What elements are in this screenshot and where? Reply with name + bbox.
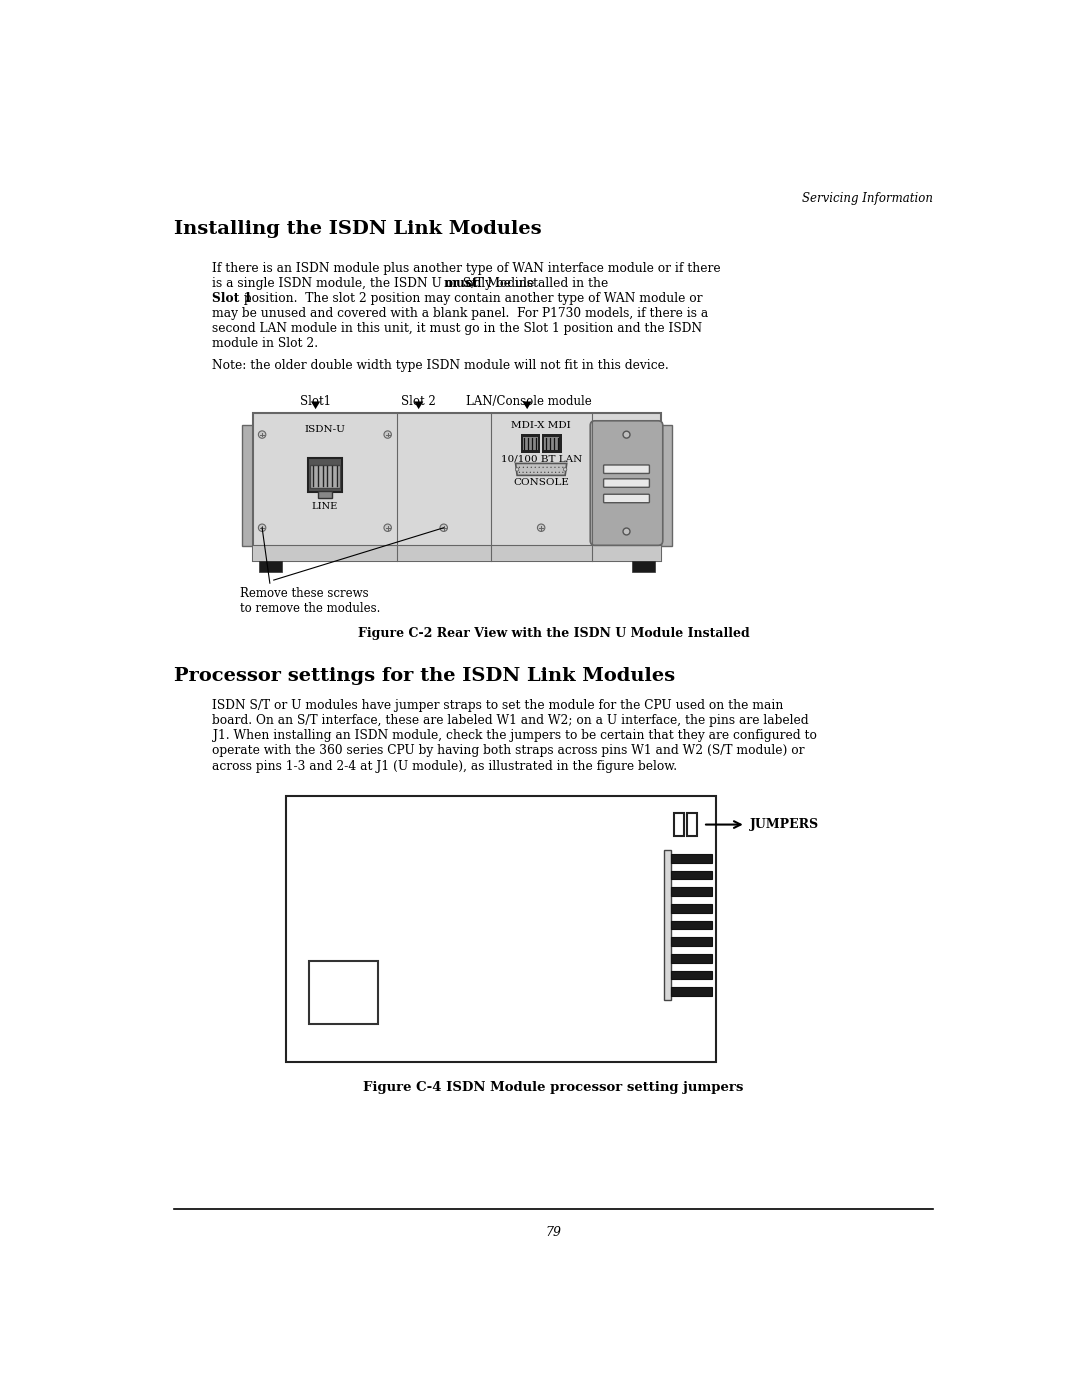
- Circle shape: [258, 430, 266, 439]
- Text: ISDN S/T or U modules have jumper straps to set the module for the CPU used on t: ISDN S/T or U modules have jumper straps…: [213, 700, 784, 712]
- Bar: [544, 437, 559, 450]
- Text: may be unused and covered with a blank panel.  For P1730 models, if there is a: may be unused and covered with a blank p…: [213, 306, 708, 320]
- Bar: [687, 813, 697, 837]
- Text: only be installed in the: only be installed in the: [461, 277, 608, 289]
- Text: is a single ISDN module, the ISDN U or S/T Module: is a single ISDN module, the ISDN U or S…: [213, 277, 539, 289]
- Text: must: must: [443, 277, 477, 289]
- Bar: [309, 961, 378, 1024]
- Text: 10/100 BT LAN: 10/100 BT LAN: [500, 454, 582, 464]
- Text: Slot1: Slot1: [300, 395, 332, 408]
- Text: J1. When installing an ISDN module, check the jumpers to be certain that they ar: J1. When installing an ISDN module, chec…: [213, 729, 816, 742]
- Text: across pins 1-3 and 2-4 at J1 (U module), as illustrated in the figure below.: across pins 1-3 and 2-4 at J1 (U module)…: [213, 760, 677, 773]
- Text: Slot 2: Slot 2: [402, 395, 436, 408]
- Bar: [523, 437, 538, 450]
- FancyBboxPatch shape: [604, 479, 649, 488]
- Text: second LAN module in this unit, it must go in the Slot 1 position and the ISDN: second LAN module in this unit, it must …: [213, 321, 703, 335]
- Bar: [672, 988, 712, 996]
- Circle shape: [623, 528, 630, 535]
- Text: Remove these screws
to remove the modules.: Remove these screws to remove the module…: [241, 587, 381, 615]
- Bar: [672, 870, 712, 879]
- Text: board. On an S/T interface, these are labeled W1 and W2; on a U interface, the p: board. On an S/T interface, these are la…: [213, 714, 809, 728]
- Text: Note: the older double width type ISDN module will not fit in this device.: Note: the older double width type ISDN m…: [213, 359, 670, 372]
- Text: LAN/Console module: LAN/Console module: [465, 395, 592, 408]
- Bar: [672, 904, 712, 912]
- Text: JUMPERS: JUMPERS: [751, 819, 820, 831]
- FancyBboxPatch shape: [319, 490, 332, 497]
- Text: position.  The slot 2 position may contain another type of WAN module or: position. The slot 2 position may contai…: [240, 292, 703, 305]
- Bar: [632, 560, 656, 571]
- FancyBboxPatch shape: [604, 465, 649, 474]
- Text: Figure C-4 ISDN Module processor setting jumpers: Figure C-4 ISDN Module processor setting…: [363, 1081, 744, 1094]
- FancyBboxPatch shape: [591, 420, 663, 545]
- Circle shape: [538, 524, 545, 531]
- Circle shape: [623, 432, 630, 439]
- Bar: [672, 921, 712, 929]
- Bar: [672, 971, 712, 979]
- Circle shape: [564, 468, 567, 471]
- Bar: [286, 796, 716, 1062]
- Circle shape: [384, 430, 391, 439]
- Polygon shape: [311, 401, 321, 409]
- Text: Slot 1: Slot 1: [213, 292, 253, 305]
- Polygon shape: [414, 401, 423, 409]
- Bar: [542, 434, 562, 453]
- Polygon shape: [523, 401, 531, 409]
- Bar: [672, 937, 712, 946]
- FancyBboxPatch shape: [604, 495, 649, 503]
- Bar: [661, 425, 672, 546]
- Text: LINE: LINE: [312, 502, 338, 510]
- Circle shape: [440, 524, 447, 531]
- Text: If there is an ISDN module plus another type of WAN interface module or if there: If there is an ISDN module plus another …: [213, 261, 721, 275]
- Bar: [672, 854, 712, 863]
- Bar: [259, 560, 282, 571]
- Bar: [253, 414, 661, 560]
- Bar: [242, 425, 253, 546]
- Text: 79: 79: [545, 1227, 562, 1239]
- FancyBboxPatch shape: [308, 458, 341, 492]
- Text: Installing the ISDN Link Modules: Installing the ISDN Link Modules: [174, 219, 541, 237]
- Polygon shape: [515, 464, 567, 475]
- Text: ISDN-U: ISDN-U: [305, 425, 346, 433]
- Text: Figure C-2 Rear View with the ISDN U Module Installed: Figure C-2 Rear View with the ISDN U Mod…: [357, 627, 750, 640]
- Circle shape: [258, 524, 266, 531]
- Text: module in Slot 2.: module in Slot 2.: [213, 337, 319, 349]
- Bar: [672, 954, 712, 963]
- Bar: [521, 434, 540, 453]
- Bar: [253, 545, 661, 560]
- Bar: [674, 813, 684, 837]
- Text: operate with the 360 series CPU by having both straps across pins W1 and W2 (S/T: operate with the 360 series CPU by havin…: [213, 745, 805, 757]
- Text: Processor settings for the ISDN Link Modules: Processor settings for the ISDN Link Mod…: [174, 668, 675, 685]
- Circle shape: [384, 524, 391, 531]
- FancyBboxPatch shape: [310, 465, 339, 488]
- Circle shape: [515, 468, 518, 471]
- Bar: [663, 849, 672, 1000]
- Text: CONSOLE: CONSOLE: [513, 478, 569, 488]
- Text: Servicing Information: Servicing Information: [802, 193, 933, 205]
- Bar: [672, 887, 712, 895]
- Text: MDI-X MDI: MDI-X MDI: [511, 420, 571, 430]
